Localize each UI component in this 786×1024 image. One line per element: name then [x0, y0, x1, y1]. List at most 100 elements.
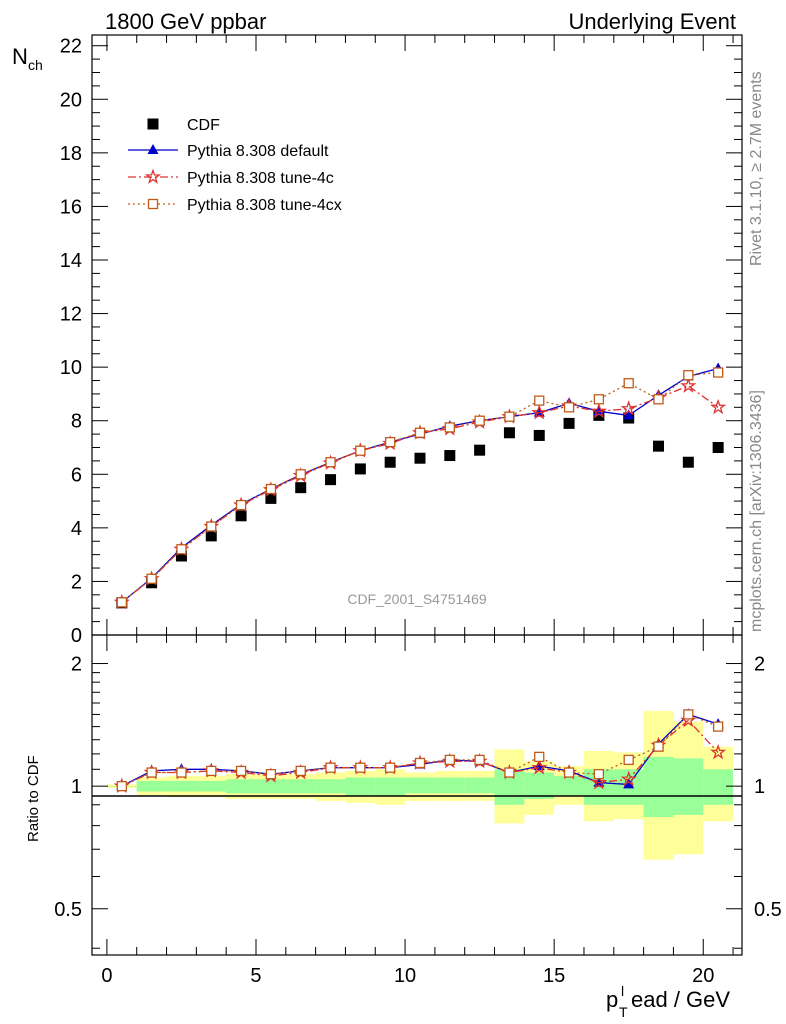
ratio-point-pythia-tune-4cx: [355, 762, 366, 773]
main-y-axis-label: N ch: [12, 44, 43, 73]
ratio-series-pythia-tune-4cx: [116, 709, 724, 792]
ratio-point-pythia-tune-4cx: [712, 721, 724, 732]
data-point-cdf: [325, 474, 337, 486]
band-inner-bin: [554, 775, 584, 796]
x-tick-label: 15: [543, 965, 565, 987]
main-y-tick-label: 8: [71, 411, 82, 433]
ratio-point-pythia-tune-4cx: [295, 765, 306, 777]
band-inner-bin: [345, 777, 376, 796]
data-point-pythia-tune-4cx: [653, 394, 664, 405]
legend-label-pythia-tune-4cx: Pythia 8.308 tune-4cx: [187, 197, 342, 214]
band-inner-bin: [643, 756, 674, 817]
band-inner-bin: [285, 779, 316, 794]
data-point-cdf: [563, 417, 575, 429]
data-point-pythia-tune-4cx: [504, 411, 515, 422]
data-point-pythia-tune-4cx: [563, 402, 575, 413]
x-tick-label: 5: [250, 965, 261, 987]
main-y-tick-label: 18: [60, 143, 82, 165]
axes-frames: [91, 34, 743, 956]
band-inner-bin: [375, 777, 406, 796]
data-point-cdf: [354, 463, 366, 475]
data-point-pythia-tune-4cx: [355, 445, 366, 456]
data-point-cdf: [653, 440, 665, 452]
mcplots-label: mcplots.cern.ch [arXiv:1306.3436]: [748, 390, 765, 632]
main-ylabel-sub: ch: [28, 57, 43, 73]
main-y-tick-label: 14: [60, 250, 82, 272]
band-inner-bin: [405, 777, 435, 794]
ratio-point-pythia-tune-4cx: [146, 767, 157, 778]
band-inner-bin: [136, 780, 167, 792]
data-point-cdf: [295, 482, 307, 494]
data-point-cdf: [593, 409, 605, 421]
data-point-pythia-tune-4cx: [146, 573, 157, 584]
band-inner-bin: [315, 779, 346, 794]
legend-entry-pythia-tune-4c: Pythia 8.308 tune-4c: [128, 168, 334, 187]
ratio-point-pythia-tune-4cx: [593, 769, 605, 780]
x-tick-label: 10: [394, 965, 416, 987]
ratio-y-tick-label: 2: [71, 654, 82, 676]
ratio-point-pythia-tune-4cx: [206, 765, 217, 777]
header-left: 1800 GeV ppbar: [105, 9, 266, 34]
ratio-panel-frame: [91, 634, 743, 956]
data-point-pythia-tune-4cx: [385, 436, 396, 448]
band-inner-bin: [464, 777, 495, 794]
main-ylabel: N: [12, 44, 28, 69]
band-inner-bin: [226, 779, 256, 794]
data-point-cdf: [712, 442, 724, 453]
data-point-cdf: [533, 429, 545, 441]
ratio-y-tick-label: 1: [71, 776, 82, 798]
data-point-pythia-tune-4cx: [176, 544, 187, 555]
ratio-point-pythia-tune-4cx: [653, 741, 664, 752]
ratio-uncertainty-bands: [106, 710, 734, 860]
data-point-pythia-tune-4cx: [683, 370, 694, 381]
main-y-tick-label: 10: [60, 357, 82, 379]
data-point-pythia-tune-4cx: [235, 499, 247, 511]
band-inner-bin: [166, 780, 197, 792]
series-pythia-default: [116, 362, 724, 607]
main-y-tick-label: 12: [60, 304, 82, 326]
data-point-pythia-tune-4cx: [325, 457, 336, 468]
legend-marker-cdf: [147, 118, 159, 130]
legend-entry-pythia-tune-4cx: Pythia 8.308 tune-4cx: [128, 197, 342, 214]
data-point-pythia-tune-4cx: [444, 422, 455, 433]
legend-marker-pythia-default: [147, 144, 159, 154]
ratio-point-pythia-default: [623, 778, 635, 789]
data-point-pythia-tune-4cx: [116, 597, 127, 608]
band-inner-bin: [434, 777, 465, 794]
ratio-point-pythia-tune-4cx: [623, 754, 634, 766]
legend-marker-pythia-tune-4cx: [147, 198, 159, 210]
ratio-point-pythia-tune-4c: [620, 770, 637, 787]
ratio-point-pythia-tune-4cx: [176, 767, 187, 778]
ratio-point-pythia-tune-4c: [710, 743, 727, 760]
ratio-y-tick-label-right: 0.5: [754, 899, 782, 921]
x-tick-label: 20: [692, 965, 714, 987]
data-point-pythia-tune-4c: [680, 377, 697, 393]
xlabel-sub: T: [619, 1004, 628, 1020]
x-tick-label: 0: [101, 965, 112, 987]
data-point-cdf: [682, 456, 694, 468]
legend-label-pythia-default: Pythia 8.308 default: [187, 143, 329, 160]
xlabel-main: p: [606, 987, 618, 1012]
series-line-pythia-tune-4cx: [121, 371, 719, 603]
ratio-point-pythia-tune-4cx: [414, 757, 426, 769]
ratio-line-pythia-tune-4c: [121, 719, 719, 787]
ratio-point-pythia-tune-4cx: [116, 780, 127, 792]
header-right: Underlying Event: [568, 9, 736, 34]
ratio-point-pythia-tune-4cx: [563, 767, 575, 778]
ratio-point-pythia-tune-4cx: [235, 765, 247, 777]
legend-marker-pythia-tune-4c: [144, 168, 162, 184]
xlabel-rest: ead / GeV: [631, 987, 730, 1012]
data-point-pythia-tune-4cx: [295, 469, 306, 480]
ratio-point-pythia-tune-4cx: [325, 762, 336, 773]
main-y-tick-label: 4: [71, 518, 82, 540]
data-point-pythia-default: [623, 409, 635, 420]
legend-label-pythia-tune-4c: Pythia 8.308 tune-4c: [187, 170, 334, 187]
series-cdf: [116, 409, 724, 609]
legend-label-cdf: CDF: [187, 117, 220, 134]
main-y-tick-label: 20: [60, 89, 82, 111]
ratio-point-pythia-tune-4cx: [683, 709, 694, 720]
legend-entry-pythia-default: Pythia 8.308 default: [128, 143, 329, 160]
data-point-pythia-tune-4cx: [712, 367, 724, 378]
data-point-cdf: [205, 530, 217, 542]
